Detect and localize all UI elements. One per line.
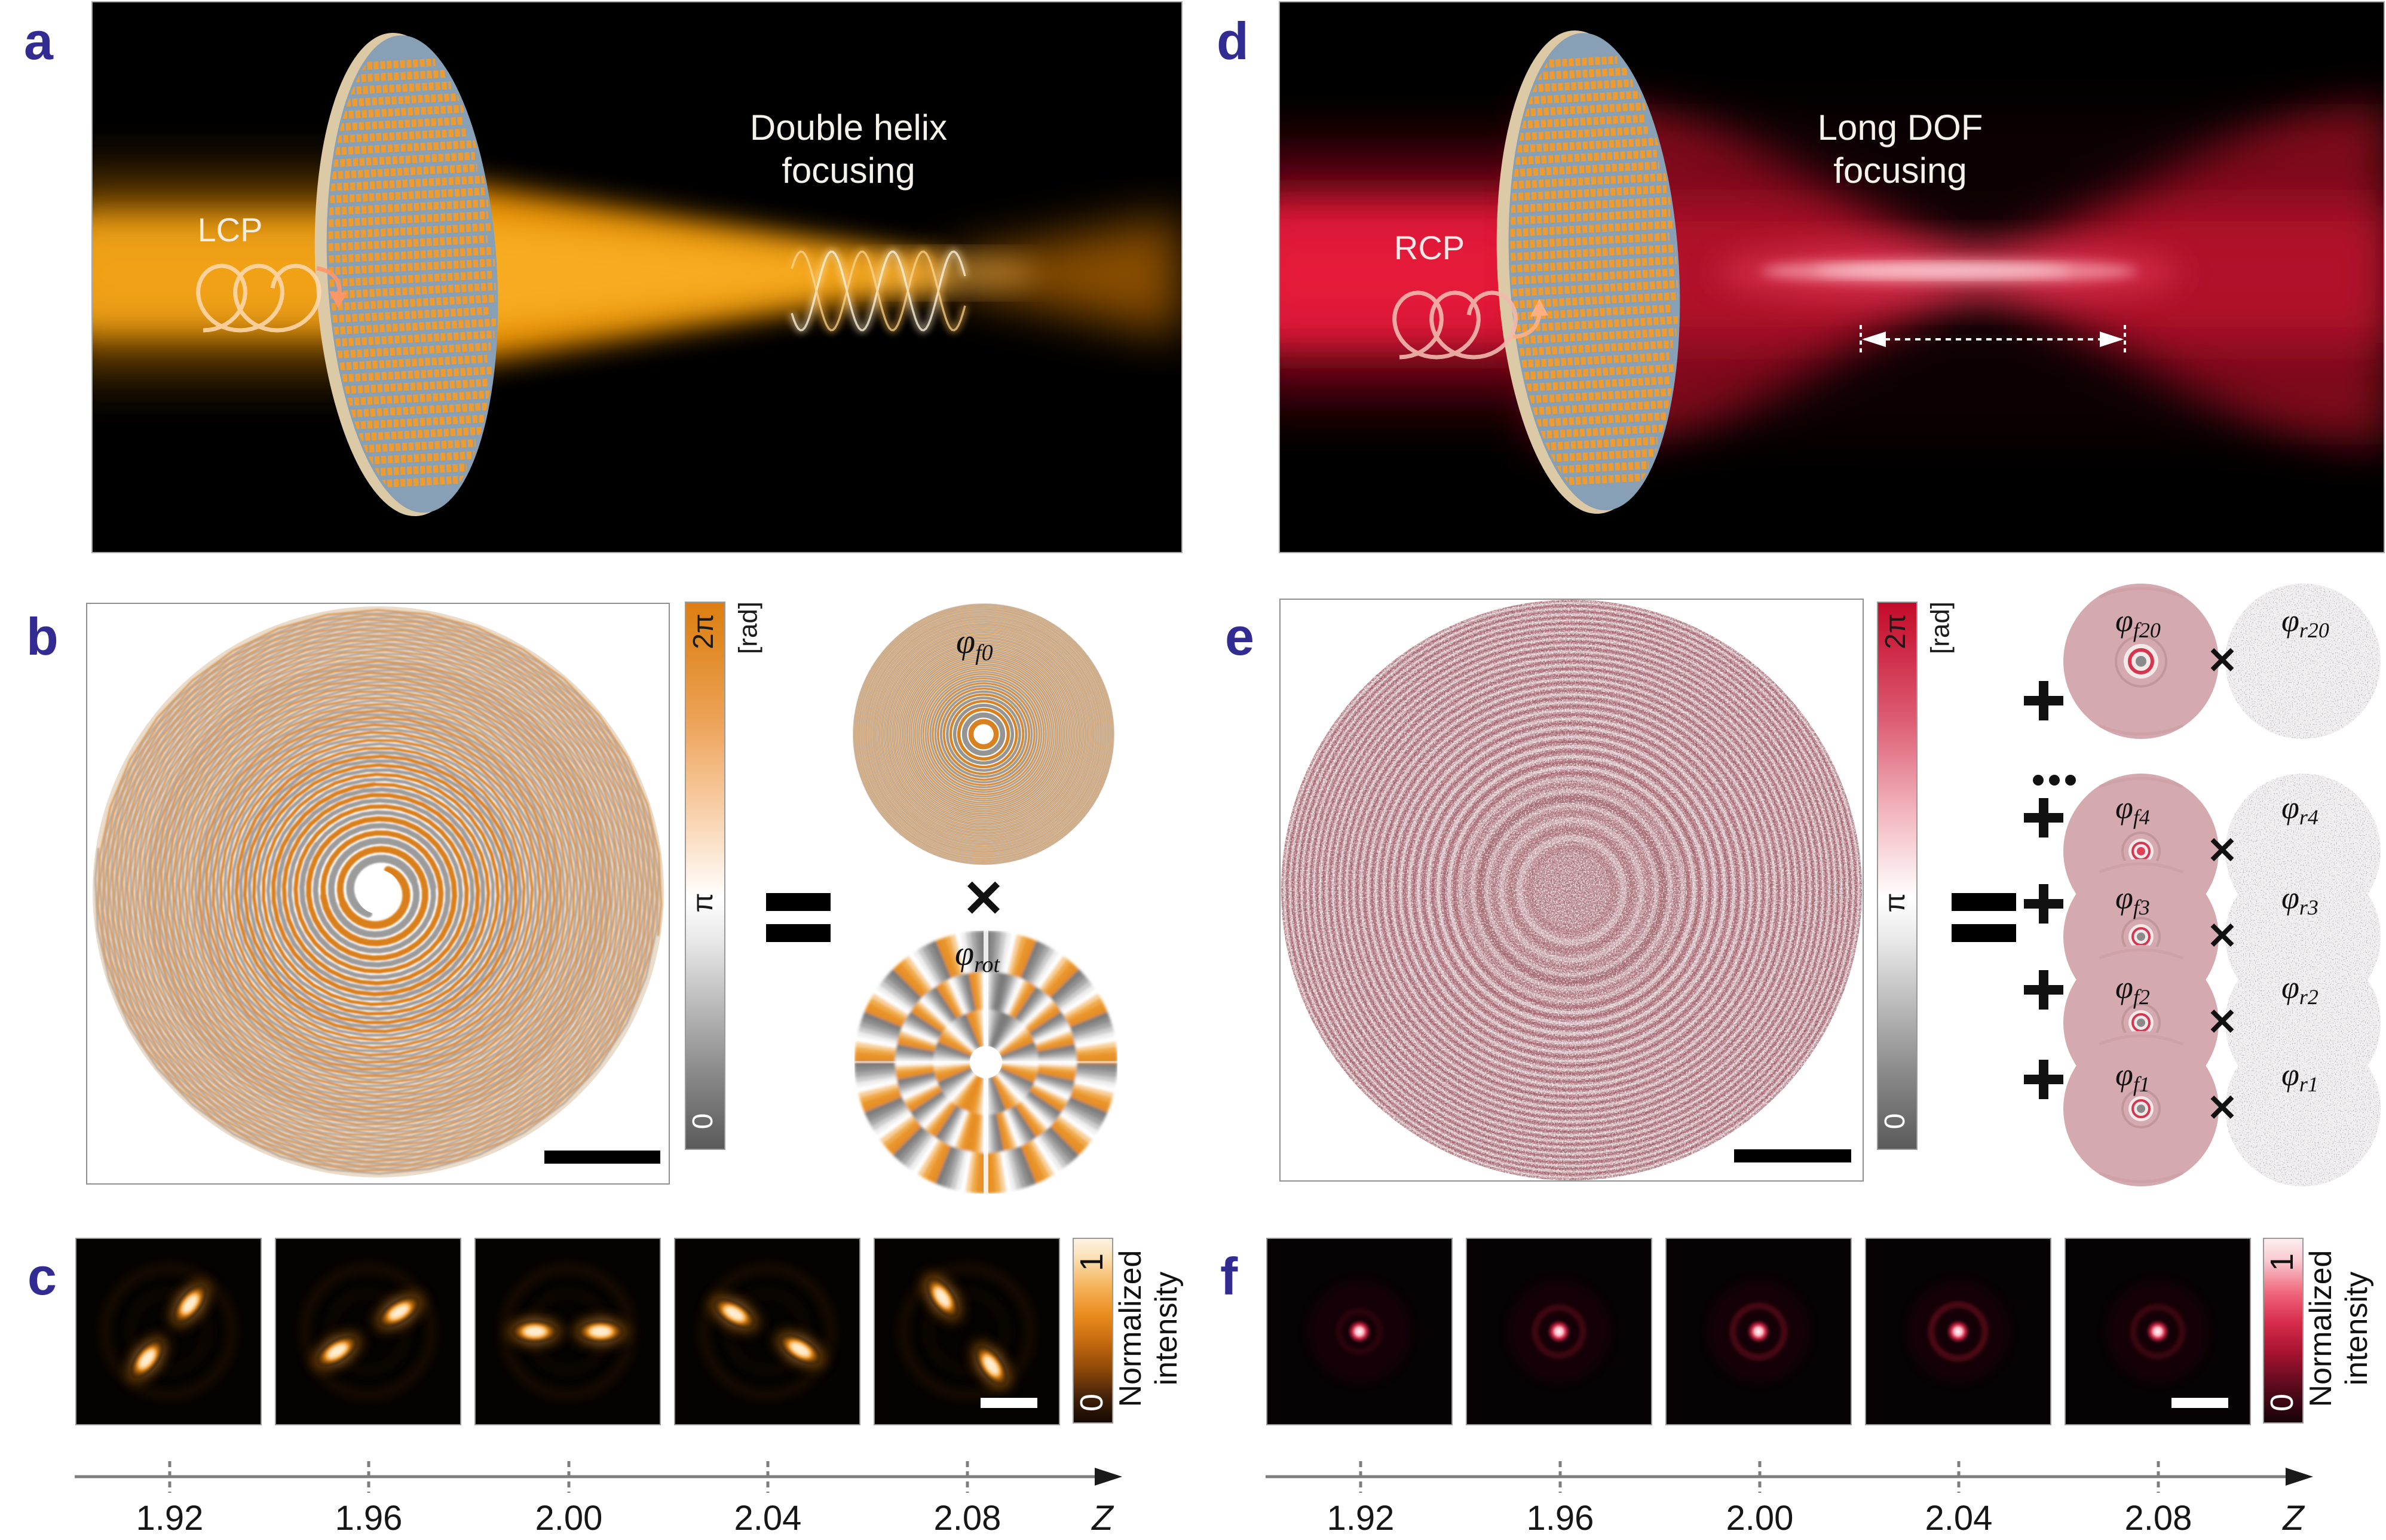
svg-text:RCP: RCP (1394, 229, 1465, 266)
svg-text:Long DOF: Long DOF (1818, 108, 1983, 148)
svg-text:LCP: LCP (198, 211, 263, 249)
svg-text:✕: ✕ (2207, 640, 2238, 682)
svg-text:✕: ✕ (2207, 916, 2238, 957)
svg-text:✕: ✕ (2207, 830, 2238, 872)
svg-text:focusing: focusing (782, 151, 915, 191)
svg-text:focusing: focusing (1833, 151, 1967, 191)
svg-text:✕: ✕ (2207, 1088, 2238, 1129)
svg-text:✕: ✕ (2207, 1002, 2238, 1043)
svg-text:Double helix: Double helix (750, 108, 947, 148)
